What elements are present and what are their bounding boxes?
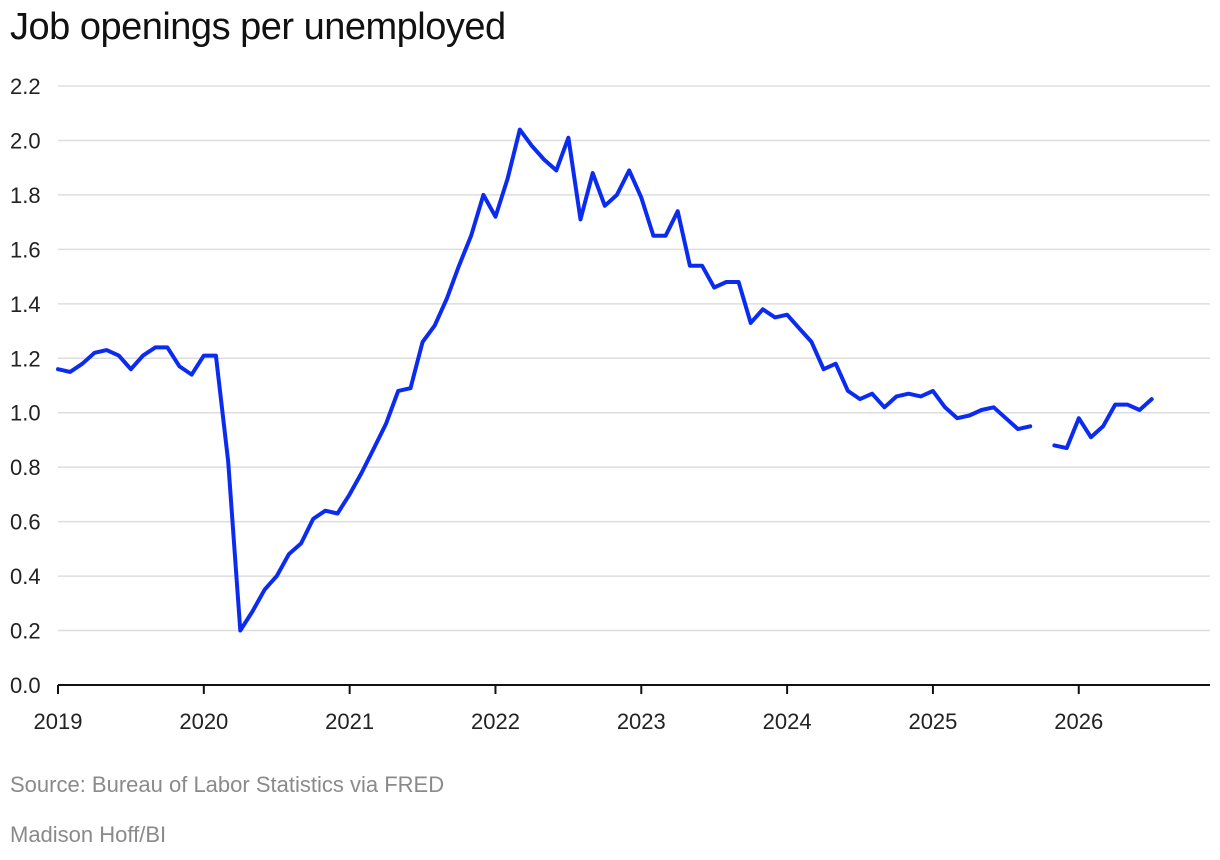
source-note: Source: Bureau of Labor Statistics via F… xyxy=(10,772,445,797)
y-tick-label: 0.4 xyxy=(10,564,41,589)
y-tick-label: 1.4 xyxy=(10,292,41,317)
x-tick-label: 2026 xyxy=(1054,709,1103,734)
x-tick-label: 2020 xyxy=(179,709,228,734)
y-tick-label: 1.2 xyxy=(10,346,41,371)
y-tick-label: 1.8 xyxy=(10,183,41,208)
x-tick-label: 2022 xyxy=(471,709,520,734)
y-axis-tick-labels: 0.0 0.2 0.4 0.6 0.8 1.0 1.2 1.4 1.6 1.8 2.0 2.2 xyxy=(10,74,41,698)
x-tick-label: 2023 xyxy=(617,709,666,734)
y-tick-label: 0.0 xyxy=(10,673,41,698)
x-axis: 2019 2020 2021 2022 2023 2024 2025 2026 xyxy=(34,684,1210,734)
series-line xyxy=(56,127,1033,633)
series-line xyxy=(1052,397,1154,451)
x-tick-label: 2019 xyxy=(34,709,83,734)
y-tick-label: 0.2 xyxy=(10,619,41,644)
gridlines xyxy=(58,85,1210,632)
y-tick-label: 1.0 xyxy=(10,401,41,426)
y-tick-label: 0.8 xyxy=(10,455,41,480)
author-credit: Madison Hoff/BI xyxy=(10,822,167,847)
x-tick-label: 2025 xyxy=(908,709,957,734)
x-tick-label: 2024 xyxy=(763,709,812,734)
y-tick-label: 0.6 xyxy=(10,510,41,535)
y-tick-label: 1.6 xyxy=(10,237,41,262)
chart-title: Job openings per unemployed xyxy=(10,6,506,48)
y-tick-label: 2.2 xyxy=(10,74,41,99)
series-lines xyxy=(56,127,1154,633)
y-tick-label: 2.0 xyxy=(10,128,41,153)
x-tick-label: 2021 xyxy=(325,709,374,734)
